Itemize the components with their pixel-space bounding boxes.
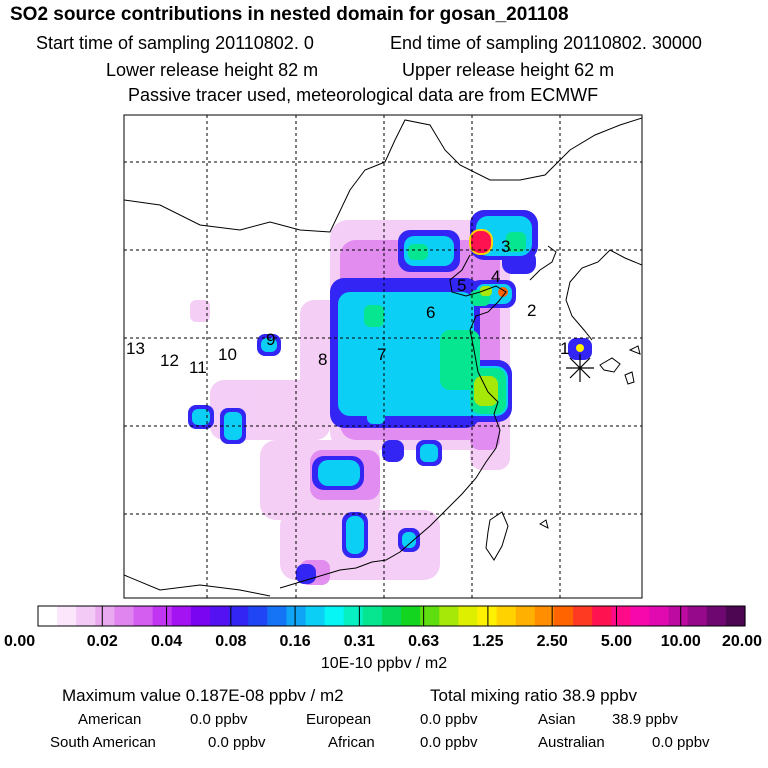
colorbar-swatch <box>630 606 651 626</box>
source-label-5: 5 <box>457 276 466 295</box>
upper-release-label: Upper release height 62 m <box>402 60 615 80</box>
colorbar-tick-label: 0.16 <box>280 633 311 650</box>
region-name: American <box>78 711 142 728</box>
colorbar-tick-label: 20.00 <box>722 633 762 650</box>
colorbar-swatch <box>305 606 326 626</box>
source-label-2: 2 <box>527 301 536 320</box>
colorbar-swatch <box>553 606 574 626</box>
source-label-9: 9 <box>266 330 275 349</box>
source-label-3: 3 <box>501 237 510 256</box>
region-value: 0.0 ppbv <box>190 711 248 728</box>
colorbar-tick-label: 0.31 <box>344 633 375 650</box>
colorbar: 0.00 0.02 0.04 0.08 0.16 0.31 0.63 1.25 2.50 5.00… <box>4 605 762 650</box>
colorbar-swatch <box>38 606 58 626</box>
source-label-8: 8 <box>318 350 327 369</box>
colorbar-tick-label: 1.25 <box>472 633 503 650</box>
colorbar-swatch <box>76 606 96 626</box>
colorbar-swatch <box>592 606 612 626</box>
colorbar-tick-label: 0.63 <box>408 633 439 650</box>
colorbar-swatch <box>611 606 631 626</box>
colorbar-tick-label: 0.08 <box>215 633 246 650</box>
colorbar-swatch <box>668 606 689 626</box>
colorbar-tick-label: 5.00 <box>601 633 632 650</box>
end-time-label: End time of sampling 20110802. 30000 <box>390 33 702 53</box>
region-name: South American <box>50 734 156 751</box>
source-label-1: 1 <box>560 339 569 358</box>
colorbar-tick-label: 0.02 <box>87 633 118 650</box>
asterisk-icon <box>566 354 594 382</box>
colorbar-swatch <box>133 606 154 626</box>
colorbar-swatch <box>343 606 364 626</box>
colorbar-swatch <box>439 606 459 626</box>
source-label-10: 10 <box>218 345 237 364</box>
total-mixing-ratio-label: Total mixing ratio 38.9 ppbv <box>430 686 637 705</box>
colorbar-swatch <box>209 606 230 626</box>
colorbar-swatch <box>229 606 249 626</box>
colorbar-swatch <box>114 606 135 626</box>
colorbar-swatch <box>286 606 307 626</box>
source-label-12: 12 <box>160 351 179 370</box>
colorbar-swatch <box>152 606 173 626</box>
colorbar-swatch <box>248 606 268 626</box>
region-name: European <box>306 711 372 728</box>
colorbar-swatch <box>687 606 708 626</box>
tracer-note: Passive tracer used, meteorological data… <box>128 85 599 105</box>
region-value: 0.0 ppbv <box>420 734 478 751</box>
maximum-value-label: Maximum value 0.187E-08 ppbv / m2 <box>62 686 344 705</box>
colorbar-swatch <box>725 606 746 626</box>
colorbar-swatch <box>362 606 383 626</box>
region-value: 0.0 ppbv <box>208 734 266 751</box>
source-label-4: 4 <box>491 267 500 286</box>
region-value: 38.9 ppbv <box>612 711 678 728</box>
source-label-6: 6 <box>426 303 435 322</box>
colorbar-swatch <box>324 606 345 626</box>
region-value: 0.0 ppbv <box>420 711 478 728</box>
plot-title: SO2 source contributions in nested domai… <box>10 4 569 25</box>
colorbar-swatch <box>267 606 288 626</box>
colorbar-swatch <box>573 606 593 626</box>
colorbar-swatch <box>534 606 555 626</box>
colorbar-swatch <box>171 606 192 626</box>
colorbar-tick-label: 0.04 <box>151 633 182 650</box>
colorbar-swatch <box>515 606 536 626</box>
lower-release-label: Lower release height 82 m <box>106 60 319 80</box>
source-label-7: 7 <box>377 345 386 364</box>
region-name: Australian <box>538 734 605 751</box>
colorbar-swatch <box>496 606 517 626</box>
colorbar-swatch <box>706 606 727 626</box>
lat-lon-grid <box>124 115 642 598</box>
colorbar-swatch <box>649 606 670 626</box>
source-label-13: 13 <box>126 339 145 358</box>
colorbar-swatch <box>401 606 421 626</box>
colorbar-swatch <box>420 606 440 626</box>
start-time-label: Start time of sampling 20110802. 0 <box>36 33 314 53</box>
region-name: African <box>328 734 375 751</box>
region-name: Asian <box>538 711 576 728</box>
map-frame <box>123 114 643 599</box>
source-label-11: 11 <box>189 358 207 377</box>
colorbar-swatch <box>95 606 116 626</box>
colorbar-swatch <box>477 606 498 626</box>
colorbar-tick-label: 10.00 <box>661 633 701 650</box>
coastline <box>124 117 642 597</box>
colorbar-tick-label: 2.50 <box>537 633 568 650</box>
colorbar-swatch <box>381 606 402 626</box>
colorbar-swatch <box>57 606 77 626</box>
colorbar-tick-label: 0.00 <box>4 633 35 650</box>
colorbar-unit-label: 10E-10 ppbv / m2 <box>320 655 448 672</box>
colorbar-swatch <box>458 606 479 626</box>
concentration-field <box>188 210 592 585</box>
region-value: 0.0 ppbv <box>652 734 710 751</box>
colorbar-swatch <box>190 606 211 626</box>
